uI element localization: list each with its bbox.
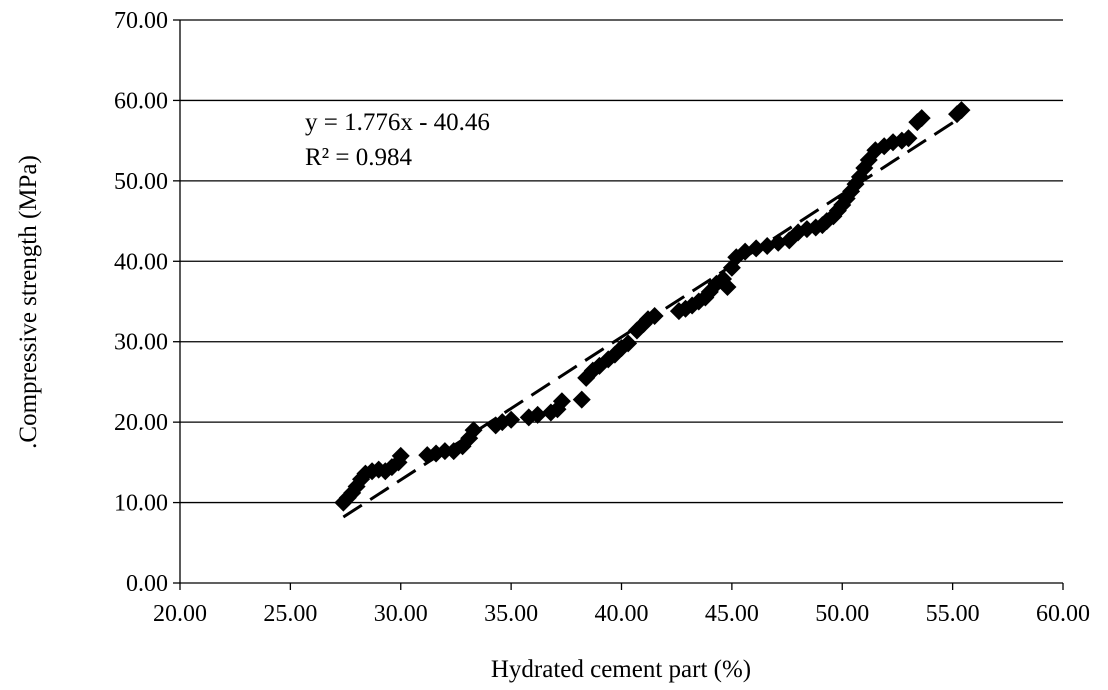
axes bbox=[173, 19, 1064, 590]
data-point bbox=[572, 390, 591, 409]
x-tick-label: 55.00 bbox=[926, 601, 980, 627]
y-axis-title: .Compressive strength (MPa) bbox=[15, 155, 42, 449]
gridlines bbox=[180, 19, 1063, 504]
y-tick-label: 20.00 bbox=[114, 410, 168, 436]
data-point bbox=[552, 392, 571, 411]
x-tick-label: 35.00 bbox=[484, 601, 538, 627]
data-point bbox=[502, 410, 521, 429]
data-point bbox=[619, 334, 638, 353]
r-squared-label: R² = 0.984 bbox=[305, 144, 413, 171]
y-tick-label: 50.00 bbox=[114, 169, 168, 195]
trendline-equation: y = 1.776x - 40.46 bbox=[305, 109, 490, 136]
data-points bbox=[334, 101, 971, 512]
data-point bbox=[645, 306, 664, 325]
x-tick-label: 40.00 bbox=[595, 601, 649, 627]
x-tick-label: 30.00 bbox=[374, 601, 428, 627]
x-tick-label: 20.00 bbox=[153, 601, 207, 627]
y-tick-label: 30.00 bbox=[114, 330, 168, 356]
data-point bbox=[912, 109, 931, 128]
data-point bbox=[464, 421, 483, 440]
y-tick-label: 70.00 bbox=[114, 8, 168, 34]
data-point bbox=[899, 129, 918, 148]
data-point bbox=[391, 446, 410, 465]
x-tick-label: 50.00 bbox=[815, 601, 869, 627]
y-tick-labels: 0.00 10.00 20.00 30.00 40.00 50.00 60.00 70.00 bbox=[114, 8, 168, 597]
x-tick-label: 25.00 bbox=[263, 601, 317, 627]
x-tick-label: 45.00 bbox=[705, 601, 759, 627]
y-tick-label: 10.00 bbox=[114, 491, 168, 517]
x-tick-label: 60.00 bbox=[1036, 601, 1090, 627]
data-point bbox=[952, 101, 971, 120]
x-tick-labels: 20.00 25.00 30.00 35.00 40.00 45.00 50.00 55.00… bbox=[153, 601, 1090, 627]
y-tick-label: 0.00 bbox=[126, 571, 168, 597]
data-point bbox=[718, 278, 737, 297]
x-axis-title: Hydrated cement part (%) bbox=[491, 656, 751, 683]
y-tick-label: 60.00 bbox=[114, 88, 168, 114]
y-tick-label: 40.00 bbox=[114, 249, 168, 275]
data-point bbox=[528, 405, 547, 424]
